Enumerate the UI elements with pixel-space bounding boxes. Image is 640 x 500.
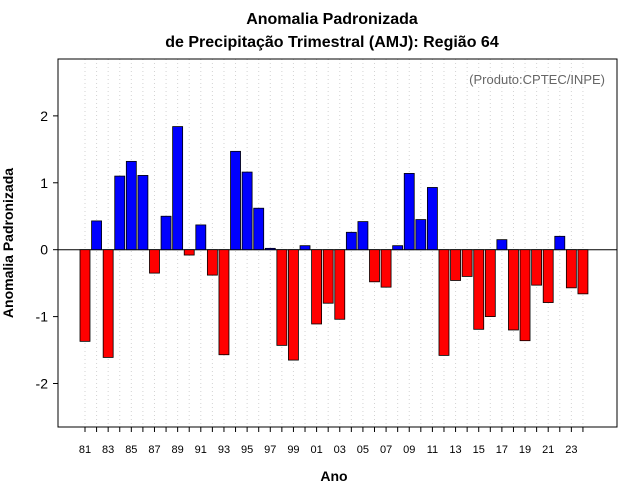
y-tick-label: -2 — [36, 376, 49, 392]
bar-96 — [253, 207, 265, 251]
x-tick-label: 95 — [241, 444, 253, 456]
bar-18 — [508, 249, 519, 331]
x-tick-label: 87 — [148, 444, 160, 456]
y-tick-label: 0 — [40, 242, 48, 258]
bar-19 — [519, 249, 531, 342]
bar-04 — [345, 231, 357, 251]
bar-06 — [369, 249, 380, 283]
bar-22 — [554, 235, 566, 251]
bar-84 — [114, 175, 126, 251]
bar-00 — [299, 245, 311, 251]
bar-09 — [403, 173, 415, 251]
bar-98 — [276, 249, 288, 346]
bar-12 — [438, 249, 450, 356]
x-tick-label: 19 — [519, 444, 531, 456]
x-tick-label: 05 — [357, 444, 369, 456]
bar-05 — [357, 221, 369, 251]
bar-82 — [91, 220, 102, 251]
x-axis-title: Ano — [320, 468, 347, 484]
bar-17 — [496, 239, 508, 251]
bar-10 — [415, 219, 427, 251]
bar-08 — [392, 245, 404, 251]
bar-89 — [172, 126, 184, 251]
x-tick-label: 03 — [334, 444, 346, 456]
bar-91 — [195, 224, 207, 251]
bar-07 — [380, 249, 392, 288]
x-tick-label: 81 — [79, 444, 91, 456]
y-axis-title: Anomalia Padronizada — [0, 168, 16, 318]
chart-subtitle: de Precipitação Trimestral (AMJ): Região… — [165, 34, 499, 51]
bars — [79, 126, 589, 361]
bar-21 — [542, 249, 554, 303]
plot-frame — [57, 58, 618, 428]
credit-label: (Produto:CPTEC/INPE) — [469, 72, 605, 87]
bar-97 — [264, 247, 276, 251]
bar-86 — [137, 175, 149, 251]
bar-03 — [334, 249, 346, 320]
bar-23 — [565, 249, 577, 289]
x-tick-label: 93 — [218, 444, 230, 456]
bar-90 — [183, 249, 195, 256]
bar-88 — [160, 215, 172, 251]
bar-13 — [450, 249, 461, 281]
y-axis: -2 -1 0 1 2 — [36, 108, 58, 392]
grid-lines — [84, 59, 584, 427]
x-tick-label: 23 — [565, 444, 577, 456]
bar-15 — [473, 249, 485, 330]
bar-83 — [102, 249, 114, 358]
x-axis: 81 83 85 87 89 91 93 95 97 99 01 03 05 07 09 11 13 15 17 19… — [79, 427, 584, 456]
x-tick-label: 11 — [427, 444, 438, 456]
x-tick-label: 13 — [449, 444, 461, 456]
chart-title: Anomalia Padronizada — [246, 11, 418, 28]
bar-24 — [577, 249, 589, 295]
bar-20 — [531, 249, 543, 286]
bar-92 — [206, 249, 218, 276]
x-tick-label: 97 — [264, 444, 276, 456]
bar-01 — [311, 249, 323, 325]
x-tick-label: 99 — [287, 444, 299, 456]
x-tick-label: 09 — [403, 444, 415, 456]
bar-94 — [230, 150, 241, 251]
bar-99 — [288, 249, 299, 361]
x-tick-label: 89 — [172, 444, 184, 456]
bar-81 — [79, 249, 91, 342]
x-tick-label: 83 — [102, 444, 114, 456]
bar-85 — [125, 160, 137, 251]
bar-16 — [484, 249, 496, 317]
x-tick-label: 15 — [473, 444, 485, 456]
x-tick-label: 91 — [195, 444, 207, 456]
bar-02 — [322, 249, 334, 304]
x-tick-label: 85 — [125, 444, 137, 456]
y-tick-label: 2 — [40, 108, 48, 124]
x-tick-label: 01 — [310, 444, 322, 456]
bar-95 — [241, 171, 253, 251]
bar-93 — [218, 249, 230, 356]
x-tick-label: 17 — [496, 444, 508, 456]
y-tick-label: 1 — [40, 175, 48, 191]
x-tick-label: 07 — [380, 444, 392, 456]
x-tick-label: 21 — [542, 444, 554, 456]
bar-11 — [426, 187, 438, 251]
bar-87 — [149, 249, 160, 274]
y-tick-label: -1 — [36, 309, 49, 325]
bar-14 — [461, 249, 473, 277]
